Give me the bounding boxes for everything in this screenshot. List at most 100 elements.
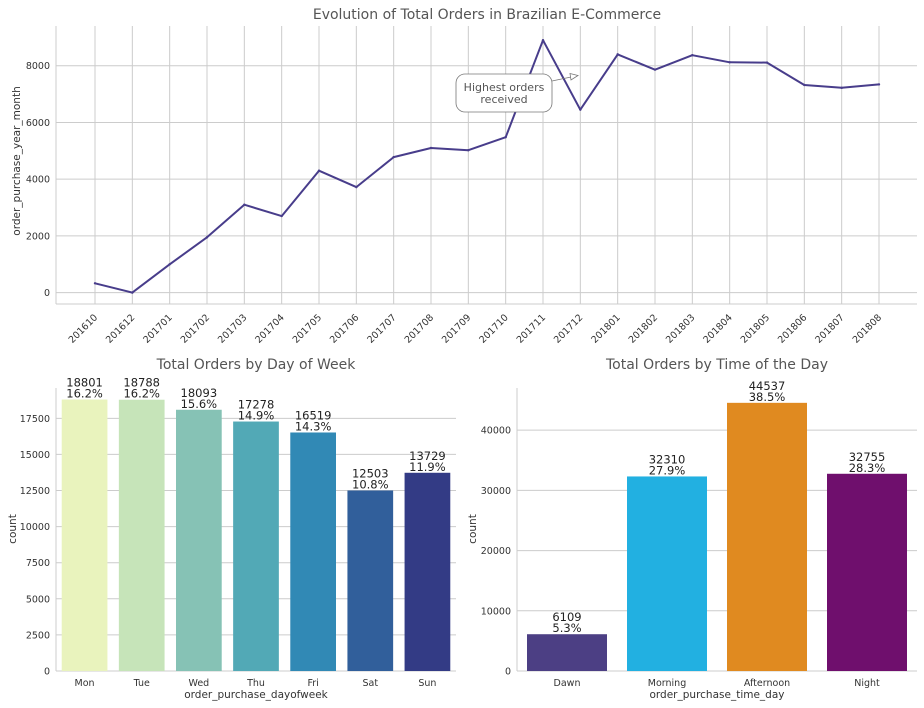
annotation-arrow [551,76,572,82]
line-point [317,169,321,172]
line-point [803,83,806,87]
dow-bar-count-label: 17278 [238,398,275,412]
tod-ytick-label: 0 [505,667,511,678]
dow-chart-xlabel: order_purchase_dayofweek [184,689,328,701]
dow-bar-percent-label: 10.8% [352,477,389,491]
tod-xtick-label: Afternoon [744,678,790,689]
line-point [691,54,694,57]
dow-chart-ylabel: count [7,514,19,544]
line-xtick-label: 201806 [776,312,809,345]
tod-chart-xlabel: order_purchase_time_day [650,689,785,701]
tod-xtick-label: Dawn [554,678,581,689]
dow-bar-fri [290,432,336,671]
tod-bar-morning [627,476,707,671]
tod-chart-ylabel: count [467,514,479,544]
tod-ytick-label: 10000 [481,606,511,617]
tod-bar-count-label: 6109 [552,610,581,624]
dow-bar-count-label: 16519 [295,408,332,422]
dow-xtick-label: Fri [307,678,318,689]
line-xtick-label: 201708 [403,312,436,345]
dow-ytick-label: 10000 [20,522,50,533]
line-chart-annotation: Highest orders received [455,72,579,113]
line-xtick-label: 201802 [627,312,660,345]
tod-bar-percent-label: 27.9% [649,463,686,477]
dow-bar-percent-label: 14.3% [295,419,332,433]
dow-bar-wed [176,409,222,671]
dow-ytick-label: 7500 [26,558,50,569]
dow-bar-mon [61,399,108,671]
line-xtick-label: 201612 [104,312,137,345]
line-point [205,236,209,239]
line-point [728,61,731,64]
dow-chart-title: Total Orders by Day of Week [156,357,357,373]
line-xtick-label: 201805 [739,312,772,345]
line-point [93,282,97,285]
line-point [653,68,657,71]
line-xtick-label: 201702 [179,312,212,345]
dow-bar-percent-label: 16.2% [123,387,160,401]
line-chart-ylabel: order_purchase_year_month [11,86,23,235]
line-xtick-label: 201804 [701,312,734,345]
dow-bar-percent-label: 15.6% [181,397,218,411]
line-chart-title: Evolution of Total Orders in Brazilian E… [313,7,661,23]
line-xtick-label: 201807 [813,312,846,345]
dow-bar-percent-label: 14.9% [238,409,275,423]
tod-bar-night [827,473,907,671]
line-xtick-label: 201706 [328,312,361,345]
dow-xtick-label: Sun [418,678,436,689]
line-ytick-label: 8000 [26,61,50,72]
line-xtick-label: 201710 [477,312,510,345]
line-xtick-label: 201703 [216,312,249,345]
line-xtick-label: 201711 [515,312,548,345]
line-xtick-label: 201705 [291,312,324,345]
dow-bar-count-label: 18093 [181,386,218,400]
line-xtick-label: 201712 [552,312,585,345]
tod-bar-afternoon [727,402,807,671]
line-point [392,155,395,159]
dow-bar-percent-label: 16.2% [66,387,103,401]
line-ytick-label: 6000 [26,118,50,129]
dow-bar-sat [347,490,394,671]
line-point [541,38,545,42]
line-xtick-label: 201709 [440,312,473,345]
annotation-line-2: received [480,93,527,106]
dow-ytick-label: 17500 [20,414,50,425]
tod-bar-count-label: 44537 [749,379,786,393]
line-point [579,108,582,111]
line-point [280,214,283,218]
bar-chart-time-of-day: Total Orders by Time of the Day order_pu… [467,357,917,701]
tod-ytick-label: 30000 [481,486,511,497]
line-xtick-label: 201610 [67,312,100,345]
tod-ytick-label: 40000 [481,426,511,437]
line-point [765,61,769,64]
dow-ytick-label: 15000 [20,450,50,461]
dow-xtick-label: Thu [246,678,265,689]
dow-ytick-label: 0 [44,667,50,678]
dow-xtick-label: Wed [188,678,209,689]
dow-bar-count-label: 18801 [66,376,103,390]
dow-bar-tue [118,399,165,671]
tod-chart-title: Total Orders by Time of the Day [605,357,828,373]
line-point [616,53,619,56]
line-chart-orders-by-month: Evolution of Total Orders in Brazilian E… [11,7,917,346]
line-point [429,146,433,150]
tod-bar-percent-label: 28.3% [849,461,886,475]
tod-xtick-label: Morning [648,678,686,689]
line-point [467,149,470,152]
line-xtick-label: 201803 [664,312,697,345]
dow-bar-thu [233,421,279,671]
dow-bar-count-label: 12503 [352,466,389,480]
tod-bar-percent-label: 38.5% [749,390,786,404]
dow-bar-count-label: 13729 [409,449,446,463]
annotation-line-1: Highest orders [464,81,545,94]
dow-xtick-label: Mon [75,678,95,689]
line-point [355,185,358,189]
dow-bar-count-label: 18788 [123,376,160,390]
annotation-arrowhead [569,72,579,81]
tod-bar-count-label: 32755 [849,450,886,464]
line-ytick-label: 0 [44,288,50,299]
line-ytick-label: 2000 [26,231,50,242]
line-xtick-label: 201801 [589,312,622,345]
line-xtick-label: 201704 [253,312,286,345]
